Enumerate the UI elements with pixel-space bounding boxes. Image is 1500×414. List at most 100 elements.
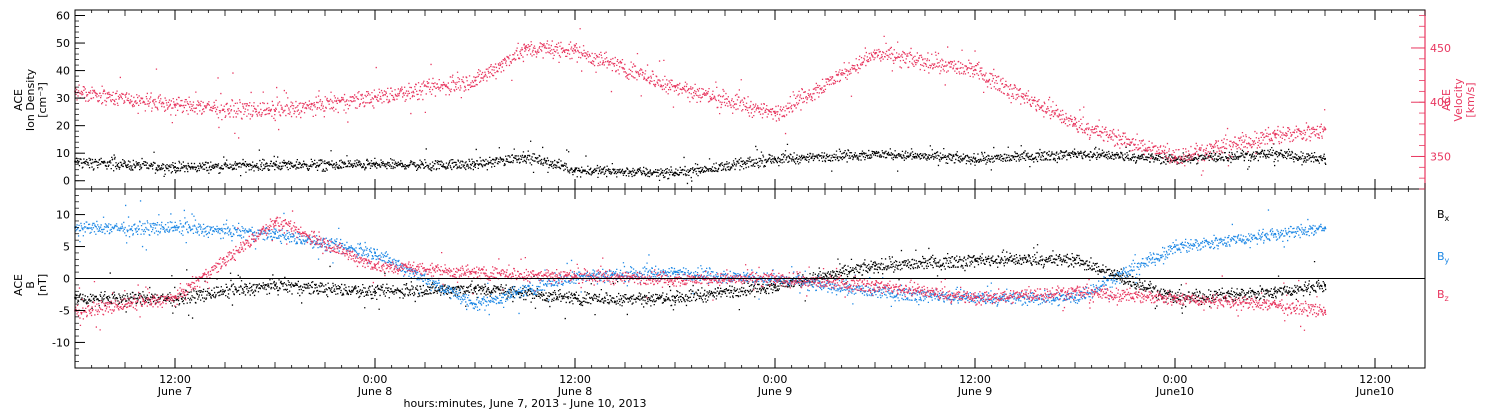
b-axis-title-line: [nT] xyxy=(36,274,49,296)
legend-bz: Bz xyxy=(1437,288,1449,303)
density-axis-title-line: [cm⁻³] xyxy=(36,82,49,118)
bx-point xyxy=(1074,258,1076,261)
by-point xyxy=(174,226,176,229)
b-y-tick-label: 10 xyxy=(56,209,70,222)
ion-density-point xyxy=(574,168,576,171)
velocity-point xyxy=(1074,123,1076,125)
by-point xyxy=(274,232,276,235)
x-tick-date-label: June 8 xyxy=(557,385,592,398)
by-scatter xyxy=(75,200,1327,316)
density-y-tick-label: 60 xyxy=(56,10,70,23)
density-axis-title: ACE Ion Density [cm⁻³] xyxy=(12,68,49,131)
velocity-point xyxy=(374,95,376,98)
bx-point xyxy=(974,258,976,261)
density-y-tick-label: 40 xyxy=(56,65,70,78)
velocity-point xyxy=(974,68,976,71)
ion-density-scatter xyxy=(75,140,1327,185)
velocity-scatter xyxy=(75,28,1327,176)
velocity-point xyxy=(524,47,526,49)
b-y-tick-label: -10 xyxy=(52,336,70,349)
bz-point xyxy=(374,264,376,267)
b-y-tick-label: 0 xyxy=(63,273,70,286)
bx-point xyxy=(274,284,276,286)
bx-point xyxy=(874,264,876,267)
density-axis-title-line: ACE xyxy=(12,89,25,111)
by-points xyxy=(74,200,1327,316)
velocity-point xyxy=(874,52,876,55)
velocity-y-tick-label: 450 xyxy=(1430,42,1451,55)
bx-point xyxy=(674,296,676,299)
velocity-point xyxy=(1174,155,1176,158)
ion-density-point xyxy=(274,163,276,166)
bz-point xyxy=(1074,290,1076,293)
bx-point xyxy=(774,284,776,286)
density-y-tick-label: 50 xyxy=(56,37,70,50)
b-axis-title-line: B xyxy=(24,281,37,289)
ion-density-point xyxy=(1074,152,1076,155)
b-axis-title: ACE B [nT] xyxy=(12,274,49,296)
x-tick-time-label: 12:00 xyxy=(559,373,591,386)
ion-density-point xyxy=(174,166,176,168)
ion-density-point xyxy=(1324,157,1326,160)
velocity-point xyxy=(174,103,176,106)
by-point xyxy=(474,303,476,306)
legend-base: B xyxy=(1437,250,1445,263)
ion-density-point xyxy=(524,155,526,157)
bx-points xyxy=(74,244,1327,320)
velocity-point xyxy=(474,79,476,82)
bz-point xyxy=(574,274,576,277)
ion-density-point xyxy=(874,152,876,155)
bz-point xyxy=(874,284,876,286)
x-tick-time-label: 0:00 xyxy=(763,373,788,386)
b-y-tick-label: 5 xyxy=(63,241,70,254)
legend-by: By xyxy=(1437,250,1450,265)
x-tick-date-label: June10 xyxy=(1355,385,1394,398)
ion-density-point xyxy=(1274,152,1276,155)
x-tick-time-label: 0:00 xyxy=(1163,373,1188,386)
velocity-axis-title-line: ACE xyxy=(1440,89,1453,111)
ion-density-point xyxy=(674,171,676,174)
velocity-point xyxy=(1324,128,1326,131)
by-point xyxy=(374,252,376,254)
ion-density-point xyxy=(974,157,976,160)
density-y-tick-label: 0 xyxy=(63,175,70,188)
density-y-tick-label: 30 xyxy=(56,92,70,105)
x-axis-title: hours:minutes, June 7, 2013 - June 10, 2… xyxy=(404,397,647,410)
bx-point xyxy=(474,287,476,290)
ion-density-point xyxy=(374,163,376,166)
velocity-point xyxy=(274,110,276,112)
by-point xyxy=(1324,226,1326,229)
ion-density-points xyxy=(74,140,1327,185)
bz-point xyxy=(474,271,476,274)
bz-point xyxy=(974,296,976,299)
velocity-axis-title: ACE Velocity [km/s] xyxy=(1440,78,1477,122)
velocity-point xyxy=(1274,133,1276,136)
by-point xyxy=(1074,296,1076,299)
legend-sub: y xyxy=(1445,256,1450,265)
ion-density-point xyxy=(474,163,476,166)
velocity-point xyxy=(674,85,676,87)
velocity-y-tick-label: 400 xyxy=(1430,96,1451,109)
bx-point xyxy=(1274,290,1276,293)
bz-point xyxy=(1174,296,1176,299)
velocity-axis-title-line: [km/s] xyxy=(1464,82,1477,117)
x-tick-date-label: June 9 xyxy=(757,385,792,398)
x-tick-time-label: 12:00 xyxy=(959,373,991,386)
bx-point xyxy=(1324,284,1326,286)
by-point xyxy=(1274,232,1276,235)
by-point xyxy=(1174,245,1176,248)
bx-scatter xyxy=(75,244,1327,320)
velocity-axis-title-line: Velocity xyxy=(1452,78,1465,122)
bz-point xyxy=(1324,309,1326,312)
bx-point xyxy=(374,290,376,293)
density-y-tick-label: 10 xyxy=(56,147,70,160)
b-y-tick-label: -5 xyxy=(59,304,70,317)
density-axis-title-line: Ion Density xyxy=(24,68,37,131)
bz-point xyxy=(1274,303,1276,306)
bz-point xyxy=(274,220,276,222)
x-tick-date-label: June 7 xyxy=(157,385,192,398)
x-tick-date-label: June10 xyxy=(1155,385,1194,398)
x-tick-time-label: 12:00 xyxy=(1359,373,1391,386)
bz-scatter xyxy=(75,210,1327,331)
